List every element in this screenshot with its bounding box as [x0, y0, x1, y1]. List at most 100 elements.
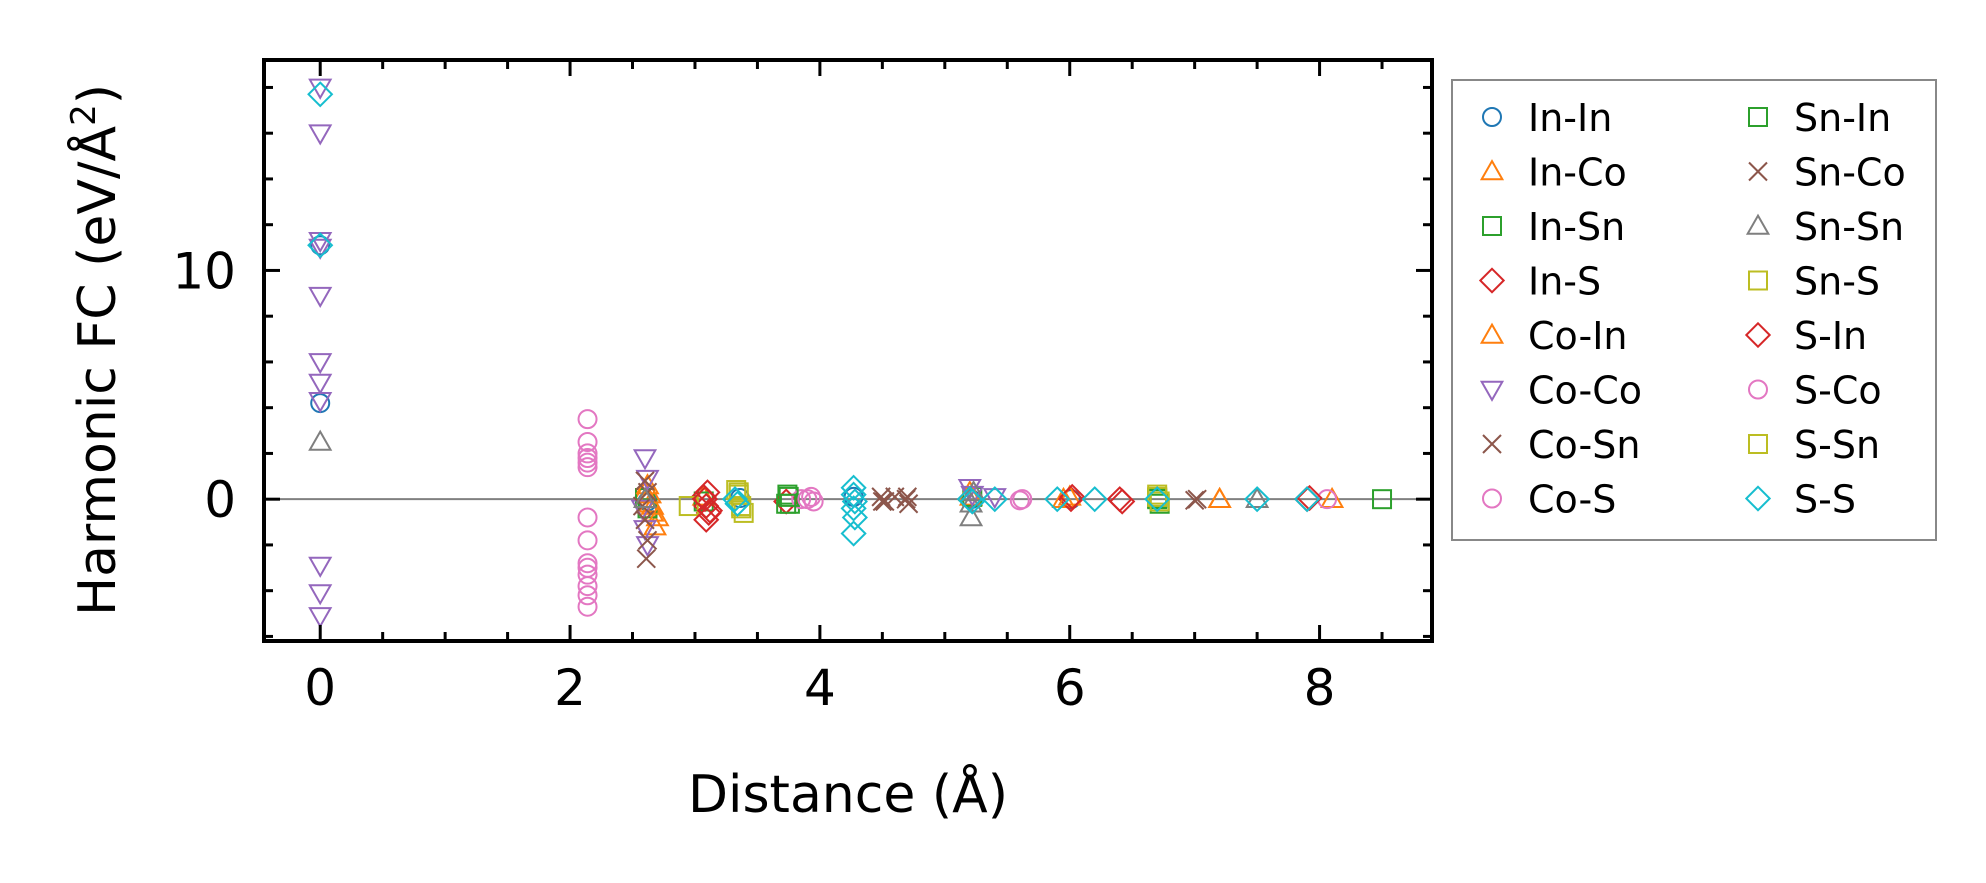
data-point-co-s [577, 457, 598, 478]
data-point-co-co [982, 488, 1007, 510]
x-tick-label: 6 [1054, 659, 1086, 717]
legend-label: In-Sn [1528, 205, 1625, 249]
data-point-sn-co [897, 487, 918, 507]
data-point-s-s [1044, 486, 1071, 513]
data-point-co-co [630, 499, 655, 521]
legend-label: Co-In [1528, 314, 1628, 358]
legend-marker [1744, 321, 1772, 349]
legend-marker [1482, 107, 1502, 127]
data-point-co-co [635, 469, 660, 491]
y-tick-label: 10 [172, 242, 236, 300]
legend-label: Sn-Sn [1794, 205, 1904, 249]
data-point-co-co [308, 556, 333, 578]
legend-entry: S-S [1744, 478, 1856, 522]
legend-label: Co-Sn [1528, 423, 1640, 467]
legend-label: Sn-In [1794, 96, 1891, 140]
data-point-s-s [1144, 486, 1171, 513]
data-point-co-s [577, 431, 598, 452]
x-tick-label: 0 [304, 659, 336, 717]
data-point-s-s [1243, 486, 1271, 513]
legend-entry: Co-S [1482, 478, 1616, 522]
data-point-co-co [308, 353, 333, 375]
data-point-co-s [577, 443, 598, 464]
data-point-s-co [797, 489, 818, 510]
legend-marker [1482, 216, 1502, 236]
legend-marker [1748, 161, 1768, 182]
x-tick-label: 2 [554, 659, 586, 717]
legend-marker [1748, 270, 1768, 291]
legend-marker [1479, 159, 1505, 181]
data-point-sn-in [776, 493, 797, 514]
data-point-co-sn [636, 548, 656, 569]
data-point-sn-sn [961, 479, 986, 502]
data-point-co-co [308, 392, 333, 414]
data-points [307, 78, 1393, 629]
legend-label: S-In [1794, 314, 1867, 358]
data-point-sn-co [872, 491, 893, 512]
data-point-in-sn [1372, 489, 1393, 510]
legend-label: S-Sn [1794, 423, 1880, 467]
data-point-co-co [957, 478, 982, 501]
legend-entry: Co-Sn [1482, 423, 1640, 467]
legend-marker [1744, 485, 1772, 512]
legend-label: In-S [1528, 260, 1601, 304]
legend-marker [1482, 488, 1502, 509]
x-axis-title: Distance (Å) [688, 763, 1008, 825]
y-tick-label: 0 [204, 471, 236, 529]
legend-label: S-Co [1794, 369, 1882, 413]
data-point-co-s [577, 585, 598, 606]
legend-entry: Sn-In [1748, 96, 1891, 140]
data-point-co-co [308, 124, 333, 146]
legend-label: In-Co [1528, 151, 1627, 195]
legend-entry: In-Sn [1482, 205, 1625, 249]
data-point-sn-sn [958, 505, 984, 527]
legend-label: In-In [1528, 96, 1612, 140]
legend-frame [1451, 79, 1937, 541]
legend-label: Co-Co [1528, 369, 1642, 413]
data-point-co-s [577, 553, 598, 574]
data-point-s-s [307, 81, 334, 108]
data-point-s-s [724, 490, 751, 517]
data-point-co-co [308, 286, 333, 308]
data-point-co-s [577, 596, 598, 617]
data-point-sn-co [1184, 490, 1205, 511]
legend-entry: Sn-Co [1748, 151, 1906, 195]
data-point-s-s [841, 488, 868, 515]
data-point-sn-sn [308, 429, 333, 451]
legend-marker [1479, 380, 1505, 402]
data-point-s-in [696, 497, 724, 524]
legend-entry: In-S [1478, 260, 1601, 304]
data-point-sn-s [1149, 491, 1170, 512]
data-point-co-co [632, 449, 658, 471]
data-point-co-sn [898, 494, 919, 514]
legend-entry: Sn-Sn [1745, 205, 1904, 249]
legend-marker [1748, 379, 1768, 400]
legend-entry: S-In [1744, 314, 1867, 358]
data-point-s-in [693, 506, 720, 533]
data-point-co-sn [635, 471, 655, 491]
data-point-co-s [801, 486, 822, 507]
data-point-s-co [1009, 490, 1030, 511]
legend-entry: S-Co [1748, 369, 1882, 413]
data-point-co-s [577, 507, 598, 528]
data-point-co-sn [637, 530, 658, 551]
data-point-co-co [308, 584, 333, 606]
data-point-s-s [1081, 486, 1108, 513]
data-point-s-s [721, 486, 749, 513]
data-point-s-s [981, 486, 1008, 513]
data-point-s-in [1059, 483, 1086, 511]
data-point-co-co [308, 607, 333, 629]
data-point-s-s [840, 474, 867, 501]
data-point-co-s [791, 489, 812, 510]
legend-marker [1482, 434, 1502, 454]
legend-marker [1478, 267, 1506, 294]
data-point-co-in [637, 482, 663, 504]
legend: In-In In-Co In-Sn In-S Co-In Co-Co Co-Sn Co-S Sn… [1451, 79, 1937, 541]
x-tick-label: 8 [1304, 659, 1336, 717]
data-point-co-s [577, 530, 598, 551]
legend-label: Sn-Co [1794, 151, 1906, 195]
legend-label: S-S [1794, 478, 1856, 522]
legend-marker [1745, 213, 1771, 235]
data-point-in-in [310, 235, 331, 256]
